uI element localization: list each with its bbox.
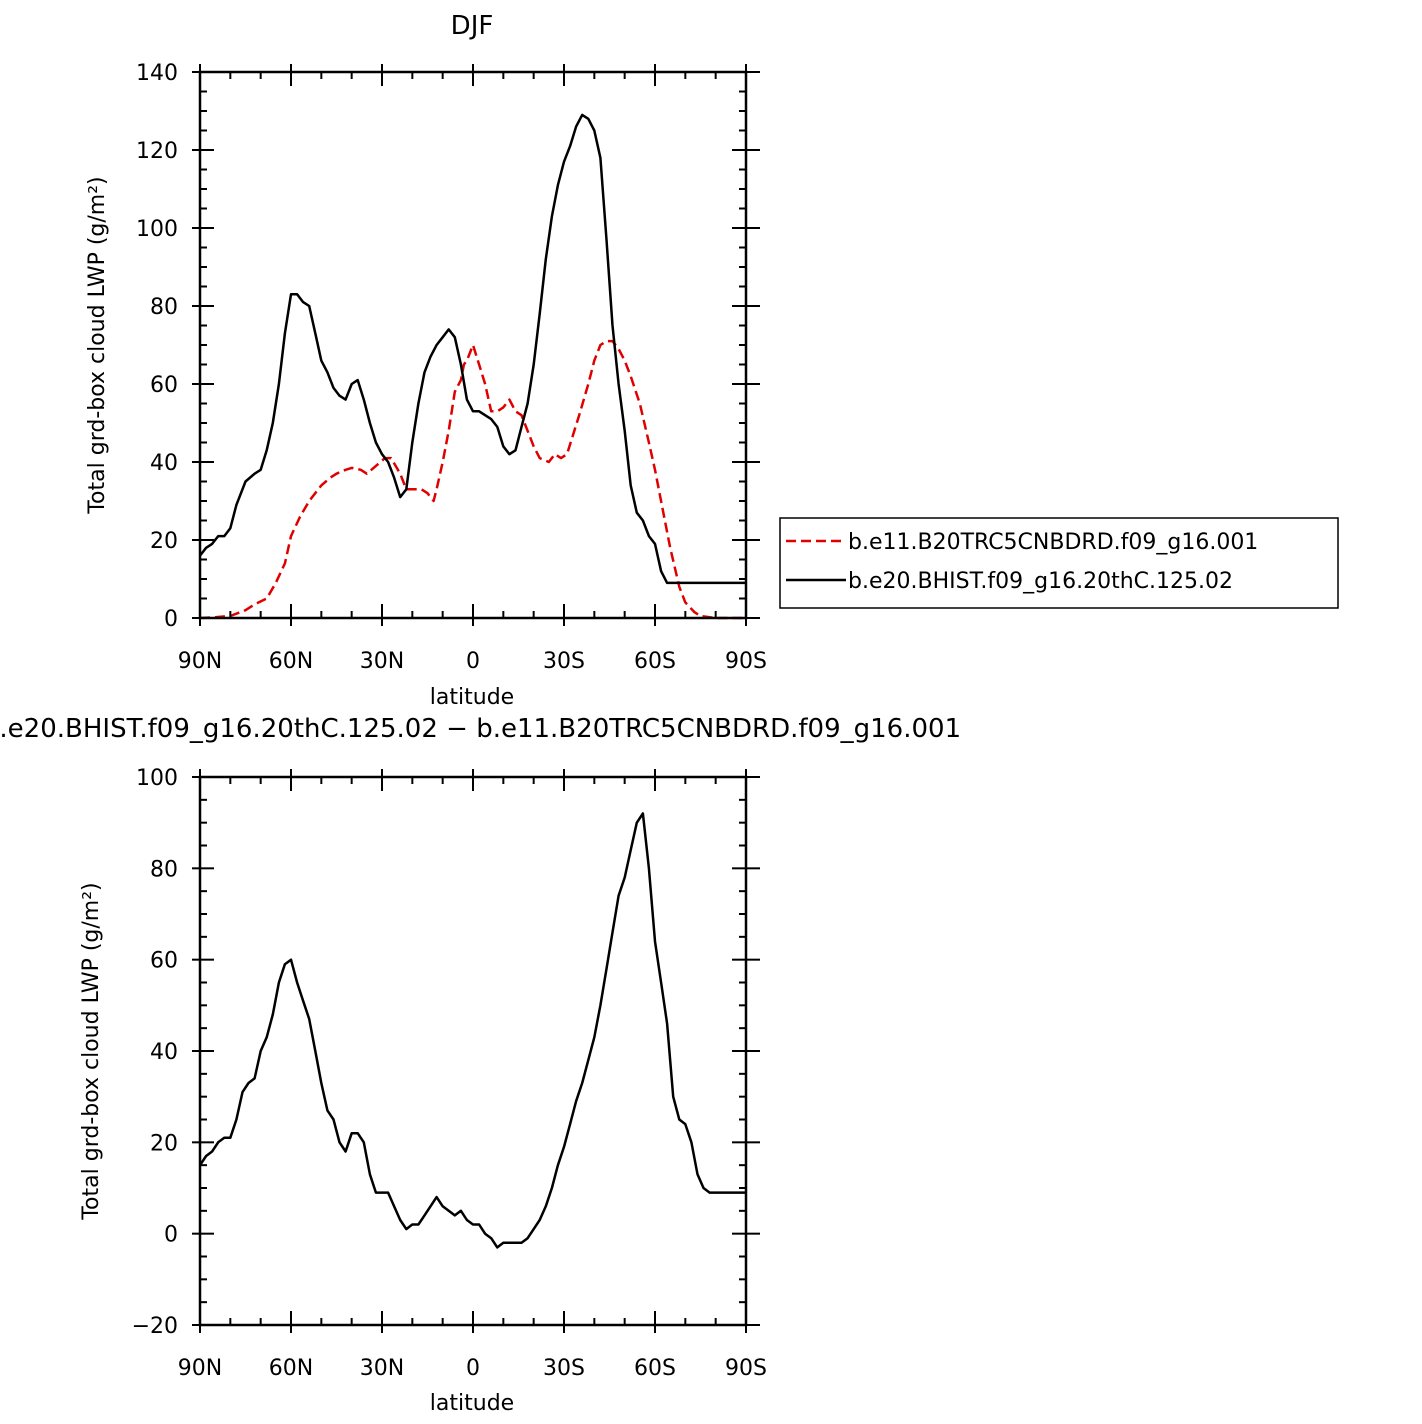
top-y-tick-label: 20: [150, 529, 178, 554]
bottom-y-tick-label: 80: [150, 857, 178, 882]
bottom-x-tick-label: 0: [466, 1356, 480, 1381]
top-plot-frame: [198, 70, 748, 620]
legend-label-series-2: b.e20.BHIST.f09_g16.20thC.125.02: [848, 569, 1233, 594]
top-y-tick-label: 60: [150, 373, 178, 398]
top-series-layer: [199, 113, 746, 620]
bottom-x-tick-label: 90S: [725, 1356, 767, 1381]
top-y-axis-title: Total grd-box cloud LWP (g/m²): [85, 176, 110, 514]
top-x-tick-label: 60N: [269, 649, 313, 674]
bottom-x-axis-title: latitude: [430, 1391, 514, 1416]
bottom-y-tick-label: 0: [164, 1223, 178, 1248]
top-x-tick-label: 90N: [178, 649, 222, 674]
top-x-tick-label: 30N: [360, 649, 404, 674]
bottom-x-tick-label: 30S: [543, 1356, 585, 1381]
top-chart-title: DJF: [451, 11, 494, 41]
top-y-tick-label: 120: [136, 139, 178, 164]
top-series-line-2: [199, 113, 746, 585]
top-x-tick-label: 0: [466, 649, 480, 674]
legend-label-series-1: b.e11.B20TRC5CNBDRD.f09_g16.001: [848, 530, 1258, 555]
bottom-y-tick-label: 100: [136, 766, 178, 791]
bottom-x-tick-label: 90N: [178, 1356, 222, 1381]
top-y-tick-label: 140: [136, 61, 178, 86]
bottom-series-line-1: [198, 812, 746, 1249]
bottom-y-axis-title: Total grd-box cloud LWP (g/m²): [79, 882, 104, 1220]
legend-box: [779, 517, 1339, 609]
bottom-chart: b.e20.BHIST.f09_g16.20thC.125.02 − b.e11…: [0, 714, 961, 1416]
top-chart: DJF 90N 60N 30N 0 30S 60S 90S 0 20 40 60 80 100 120 14…: [85, 11, 1339, 710]
bottom-x-tick-label: 30N: [360, 1356, 404, 1381]
bottom-y-tick-label: 20: [150, 1131, 178, 1156]
bottom-series-layer: [198, 812, 746, 1249]
bottom-tick-layer: 90N 60N 30N 0 30S 60S 90S −20 0 20 40 60 80 100: [132, 766, 767, 1381]
top-x-axis-title: latitude: [430, 685, 514, 710]
bottom-y-tick-label: −20: [132, 1314, 178, 1339]
bottom-x-tick-label: 60N: [269, 1356, 313, 1381]
top-y-tick-label: 100: [136, 217, 178, 242]
top-y-tick-label: 80: [150, 295, 178, 320]
bottom-plot-frame: [198, 775, 748, 1327]
bottom-x-tick-label: 60S: [634, 1356, 676, 1381]
top-x-tick-label: 90S: [725, 649, 767, 674]
top-x-tick-label: 60S: [634, 649, 676, 674]
legend: b.e11.B20TRC5CNBDRD.f09_g16.001 b.e20.BH…: [779, 517, 1339, 609]
bottom-chart-title: b.e20.BHIST.f09_g16.20thC.125.02 − b.e11…: [0, 714, 961, 744]
top-tick-layer: 90N 60N 30N 0 30S 60S 90S 0 20 40 60 80 100 120 140: [136, 61, 767, 674]
top-series-line-1: [199, 339, 746, 620]
top-x-tick-label: 30S: [543, 649, 585, 674]
bottom-y-tick-label: 60: [150, 949, 178, 974]
top-y-tick-label: 40: [150, 451, 178, 476]
bottom-y-tick-label: 40: [150, 1040, 178, 1065]
top-y-tick-label: 0: [164, 607, 178, 632]
